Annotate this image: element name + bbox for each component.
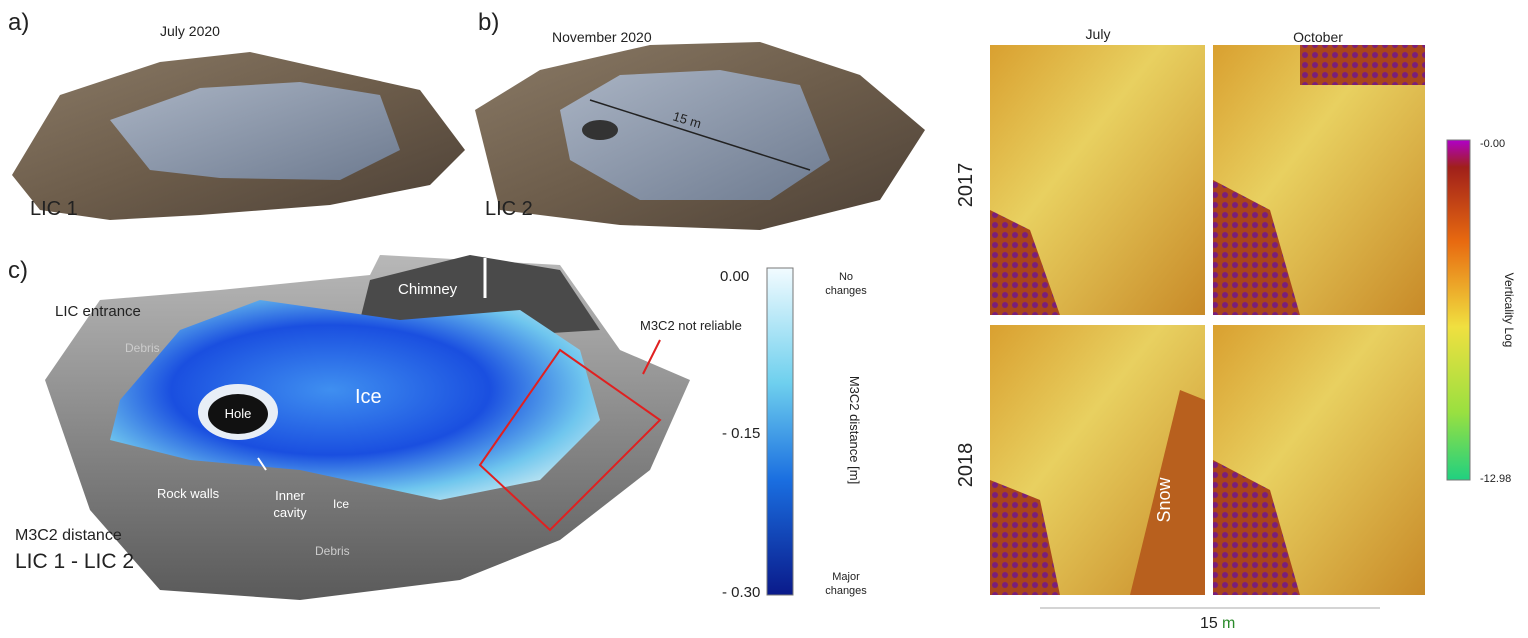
panel-a: a) July 2020 LIC 1 [8, 9, 465, 220]
caption: M3C2 distance [15, 527, 122, 544]
annotation: Inner [275, 488, 305, 503]
colorbar-tick: - 0.30 [722, 584, 760, 601]
panel-label: c) [8, 257, 28, 284]
colorbar-tick: - 0.15 [722, 425, 760, 442]
colorbar-tick: -0.00 [1480, 138, 1505, 150]
scale-number: 15 [1200, 615, 1218, 632]
annotation: Ice [355, 386, 382, 408]
annotation: Chimney [398, 281, 458, 298]
scale-unit: m [1222, 615, 1235, 632]
annotation: Ice [333, 497, 349, 511]
annotation: Snow [1154, 476, 1174, 522]
row-label: 2017 [955, 163, 977, 208]
colorbar [1447, 140, 1470, 480]
annotation: Debris [125, 341, 160, 355]
colorbar-note: Major [832, 571, 860, 583]
rock-wall [1300, 45, 1425, 85]
model-name: LIC 2 [485, 198, 533, 220]
panel-b: b) November 2020 15 m LIC 2 [475, 9, 925, 230]
colorbar-note: changes [825, 585, 867, 597]
annotation: Hole [225, 406, 252, 421]
panel-label: a) [8, 9, 29, 36]
figure: a) July 2020 LIC 1 b) November 2020 15 m… [0, 0, 1528, 638]
panel-d: July October 2017 2018 Snow -0.00 -12.98… [955, 26, 1516, 632]
colorbar-note: No [839, 271, 853, 283]
annotation: M3C2 not reliable [640, 318, 742, 333]
panel-label: b) [478, 9, 499, 36]
colorbar-tick: 0.00 [720, 268, 749, 285]
annotation: Debris [315, 544, 350, 558]
date: November 2020 [552, 29, 652, 45]
annotation: cavity [273, 505, 307, 520]
model-name: LIC 1 [30, 198, 78, 220]
colorbar [767, 268, 793, 595]
annotation: Rock walls [157, 486, 220, 501]
colorbar-title: Verticality Log [1502, 273, 1516, 348]
hole [582, 120, 618, 140]
column-label: July [1086, 26, 1111, 42]
colorbar-note: changes [825, 285, 867, 297]
annotation: LIC entrance [55, 303, 141, 320]
row-label: 2018 [955, 443, 977, 488]
caption: LIC 1 - LIC 2 [15, 550, 134, 573]
colorbar-tick: -12.98 [1480, 473, 1511, 485]
colorbar-title: M3C2 distance [m] [847, 376, 862, 484]
date: July 2020 [160, 23, 220, 39]
column-label: October [1293, 29, 1343, 45]
panel-c: c) Chimney LIC entrance Debris Hole Ice … [8, 255, 867, 601]
